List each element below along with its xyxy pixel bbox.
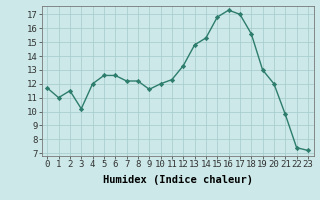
X-axis label: Humidex (Indice chaleur): Humidex (Indice chaleur) — [103, 175, 252, 185]
